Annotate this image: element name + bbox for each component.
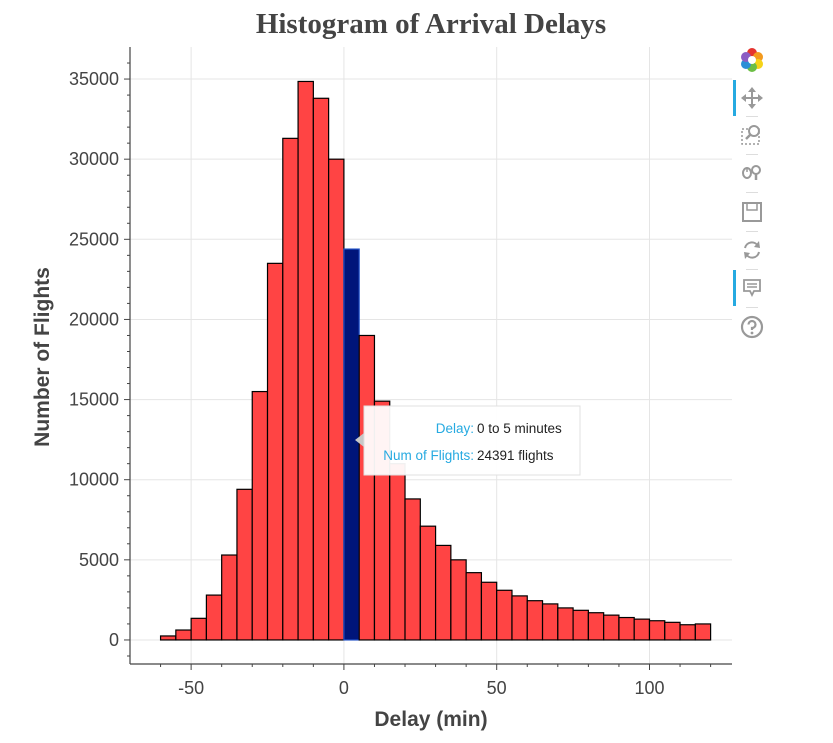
bars[interactable] [159, 80, 712, 641]
histogram-bar[interactable] [465, 572, 483, 641]
histogram-bar[interactable] [526, 600, 544, 641]
y-tick-label: 10000 [69, 470, 119, 490]
tooltip-count-value: 24391 flights [477, 448, 554, 463]
reset-tool-icon[interactable] [737, 235, 767, 265]
tooltip-delay-value: 0 to 5 minutes [477, 421, 562, 436]
histogram-bar[interactable] [236, 488, 253, 641]
histogram-bar[interactable] [694, 623, 712, 641]
toolbar-separator [746, 269, 758, 270]
histogram-bar[interactable] [404, 498, 421, 641]
histogram-bar-highlighted[interactable] [343, 248, 360, 641]
toolbar-separator [746, 231, 758, 232]
hover-tool-active-indicator [733, 270, 736, 306]
y-tick-label: 15000 [69, 390, 119, 410]
histogram-bar[interactable] [358, 334, 376, 641]
x-tick-label: 0 [339, 678, 349, 698]
histogram-bar[interactable] [496, 589, 513, 641]
x-axis-title: Delay (min) [374, 708, 487, 731]
toolbar-separator [746, 307, 758, 308]
toolbar [733, 44, 773, 344]
histogram-bar[interactable] [480, 581, 498, 641]
tooltip-box [363, 405, 581, 476]
histogram-bar[interactable] [603, 614, 620, 641]
y-axis-title: Number of Flights [31, 267, 54, 447]
toolbar-separator [746, 192, 758, 193]
save-tool-icon[interactable] [737, 197, 767, 227]
histogram-bar[interactable] [419, 525, 437, 641]
histogram-bar[interactable] [618, 616, 635, 641]
y-tick-label: 25000 [69, 229, 119, 249]
y-tick-label: 5000 [79, 550, 119, 570]
x-tick-label: 50 [487, 678, 507, 698]
histogram-bar[interactable] [633, 618, 651, 641]
pan-tool-icon[interactable] [737, 83, 767, 113]
histogram-bar[interactable] [175, 629, 192, 641]
hover-tool-icon[interactable] [737, 273, 767, 303]
histogram-bar[interactable] [282, 137, 299, 641]
y-tick-label: 35000 [69, 69, 119, 89]
toolbar-separator [746, 154, 758, 155]
tooltip-pointer [355, 433, 364, 447]
x-tick-label: 100 [634, 678, 664, 698]
histogram-bar[interactable] [511, 595, 528, 641]
histogram-bar[interactable] [205, 594, 223, 641]
histogram-bar[interactable] [221, 554, 238, 641]
histogram-bar[interactable] [648, 620, 666, 641]
tooltip-delay-label: Delay: [436, 421, 474, 436]
histogram-bar[interactable] [297, 80, 314, 641]
histogram-bar[interactable] [664, 621, 681, 641]
bokeh-logo-icon[interactable] [737, 45, 767, 75]
histogram-bar[interactable] [266, 262, 284, 641]
box-zoom-tool-icon[interactable] [737, 120, 767, 150]
histogram-bar[interactable] [541, 603, 559, 641]
tooltip-count-label: Num of Flights: [383, 448, 474, 463]
y-tick-label: 0 [109, 630, 119, 650]
histogram-bar[interactable] [251, 390, 269, 641]
histogram-bar[interactable] [557, 607, 574, 641]
y-tick-label: 30000 [69, 149, 119, 169]
axes [129, 47, 732, 665]
x-tick-label: -50 [178, 678, 204, 698]
chart-title: Histogram of Arrival Delays [256, 8, 606, 40]
pan-tool-active-indicator [733, 80, 736, 116]
histogram-bar[interactable] [190, 617, 207, 641]
y-tick-label: 20000 [69, 309, 119, 329]
histogram-bar[interactable] [450, 559, 467, 641]
help-tool-icon[interactable] [737, 312, 767, 342]
histogram-bar[interactable] [159, 635, 177, 641]
histogram-bar[interactable] [679, 624, 696, 641]
ticks: -50 0 50 100 0 5000 10000 15000 20000 25000 30000 3… [69, 62, 712, 698]
histogram-bar[interactable] [312, 97, 330, 641]
histogram-bar[interactable] [587, 612, 605, 641]
histogram-bar[interactable] [434, 544, 452, 641]
histogram-bar[interactable] [389, 463, 406, 641]
wheel-zoom-tool-icon[interactable] [737, 158, 767, 188]
toolbar-separator [746, 116, 758, 117]
tooltip: Delay: 0 to 5 minutes Num of Flights: 24… [355, 405, 581, 476]
histogram-bar[interactable] [328, 158, 345, 641]
histogram-bar[interactable] [572, 609, 589, 641]
